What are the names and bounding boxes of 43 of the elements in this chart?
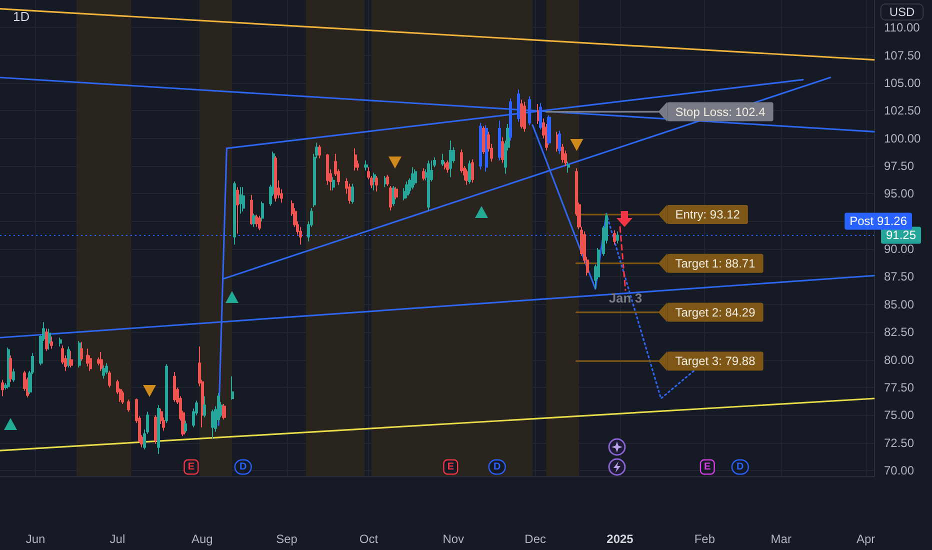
y-tick-label: 107.50 [884,48,922,62]
annotation: Target 2: 84.29 [675,305,756,320]
y-tick-label: 100.00 [884,131,922,146]
x-tick-label: Jun [26,532,46,546]
x-tick-label: Feb [694,532,716,546]
y-tick-label: 70.00 [884,463,914,478]
annotation: 91.25 [886,228,916,242]
y-tick-label: 72.50 [884,436,914,450]
x-tick-label: Nov [442,532,464,546]
y-tick-label: 85.00 [884,297,914,312]
y-tick-label: 82.50 [884,325,914,340]
x-tick-label: Mar [770,532,792,546]
y-tick-label: 97.50 [884,159,914,174]
annotation: Stop Loss: 102.4 [675,104,766,119]
annotation: E [704,462,712,472]
x-tick-label: Apr [856,532,876,546]
annotation: E [447,462,454,472]
x-tick-label: Jul [110,532,126,546]
y-tick-label: 95.00 [884,186,914,201]
annotation: Target 3: 79.88 [675,354,756,368]
y-tick-label: 110.00 [884,20,920,35]
y-axis-title: USD [889,5,915,19]
y-tick-label: 102.50 [884,104,922,118]
text: 1D [13,9,30,24]
y-tick-label: 77.50 [884,380,914,394]
x-tick-label: Oct [359,532,379,546]
annotation: D [493,462,501,472]
x-tick-label: Sep [276,532,298,546]
y-tick-label: 75.00 [884,408,914,422]
annotation: Jan 3 [608,290,642,306]
annotation: Entry: 93.12 [675,208,740,222]
ref-line-label: Post 91.26 [850,214,908,228]
annotation: Target 1: 88.71 [675,256,756,270]
x-tick-label: Dec [524,532,546,546]
annotation: D [239,462,247,472]
annotation: D [736,462,744,472]
y-tick-label: 90.00 [884,242,914,256]
x-tick-label: Aug [191,532,213,546]
y-tick-label: 87.50 [884,270,914,284]
x-tick-label: 2025 [606,532,634,546]
annotation: E [188,462,195,472]
y-tick-label: 80.00 [884,352,914,367]
y-tick-label: 105.00 [884,76,922,90]
